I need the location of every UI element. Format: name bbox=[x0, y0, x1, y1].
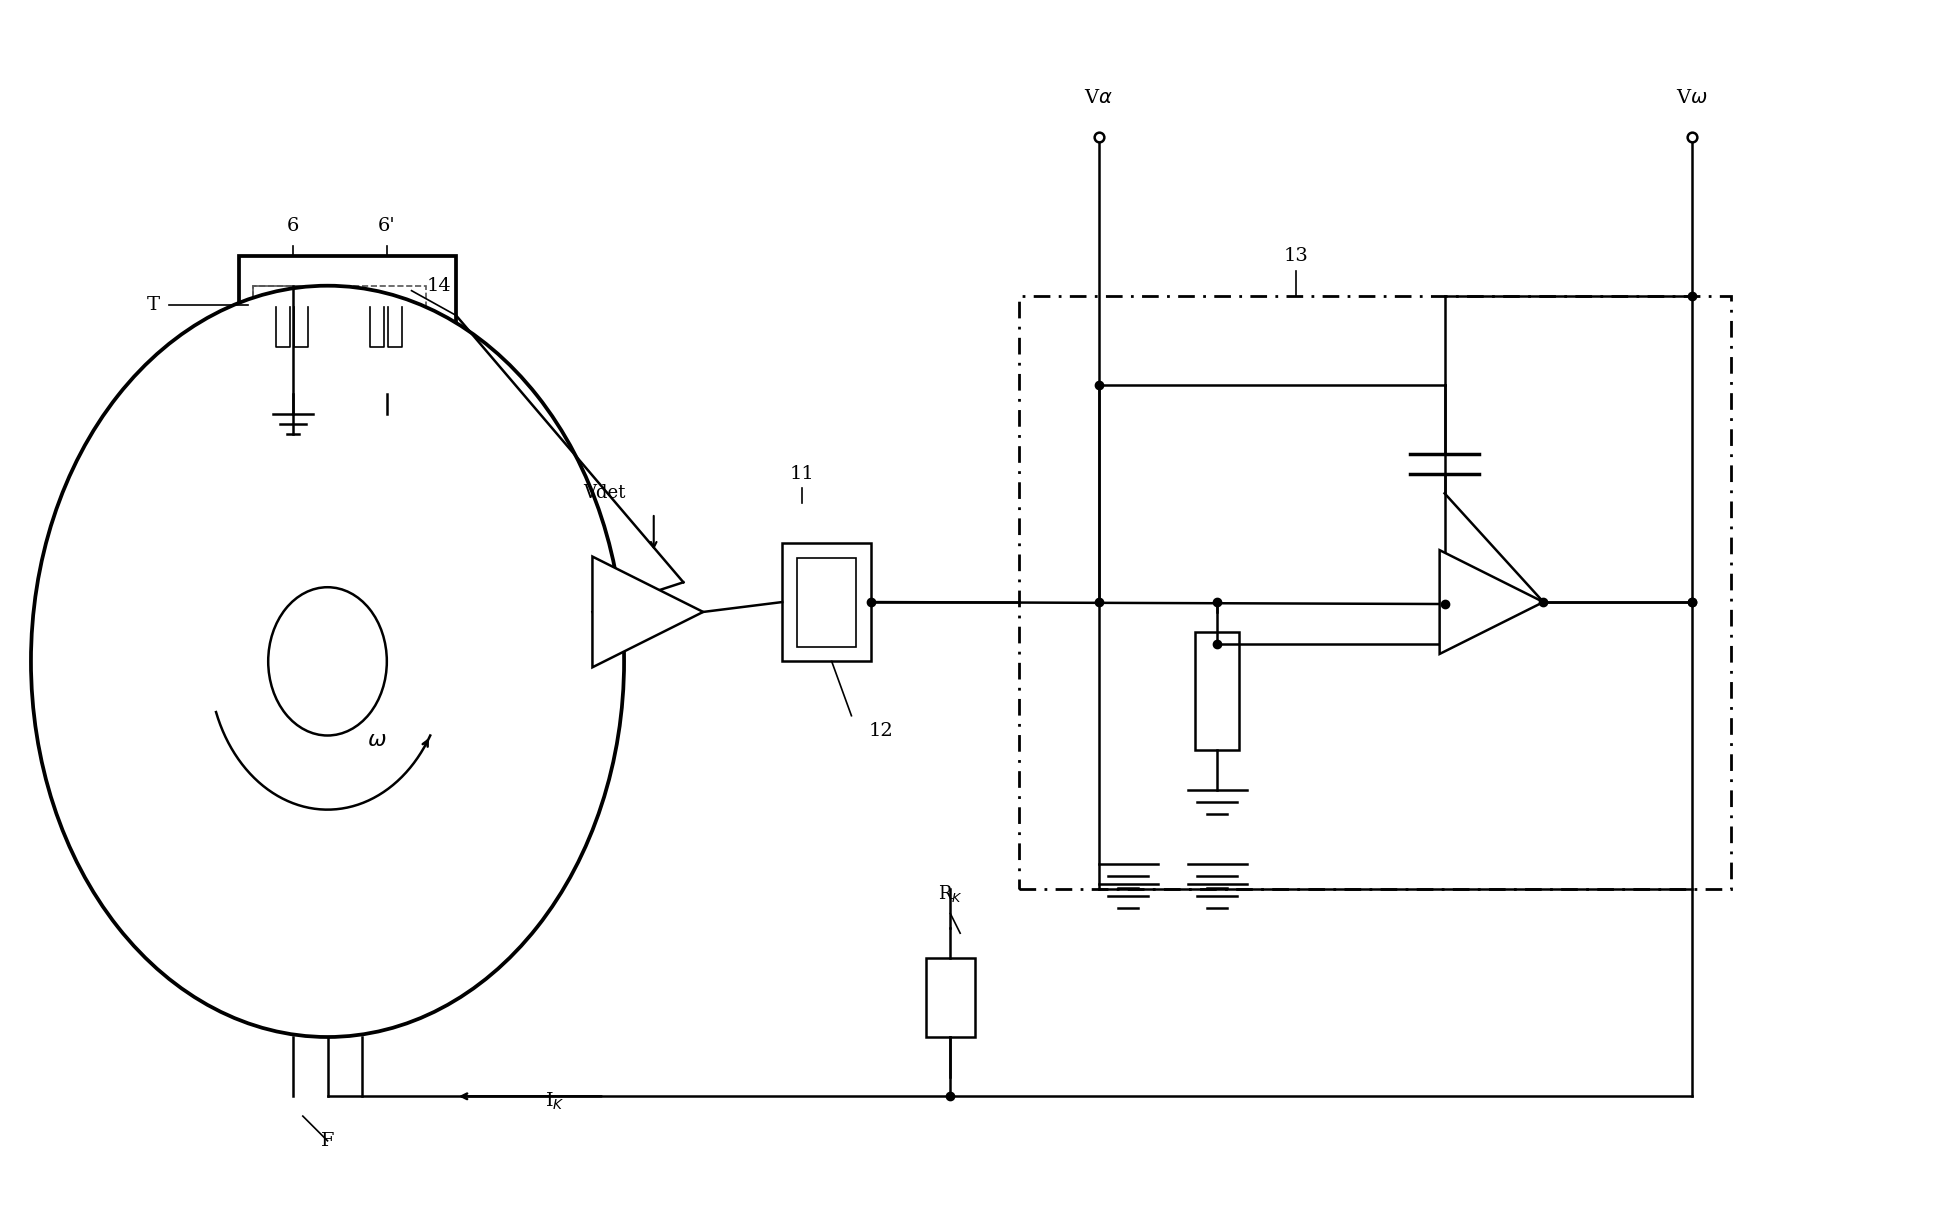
Text: 13: 13 bbox=[1284, 247, 1308, 265]
Text: 14: 14 bbox=[426, 276, 451, 295]
Text: R$_K$: R$_K$ bbox=[937, 884, 962, 904]
Bar bbox=[1195, 631, 1240, 750]
Polygon shape bbox=[593, 556, 703, 668]
Bar bbox=[254, 286, 332, 370]
Bar bbox=[796, 558, 857, 646]
Text: T: T bbox=[146, 297, 160, 314]
Bar bbox=[254, 286, 332, 370]
Text: 6: 6 bbox=[287, 217, 299, 235]
Text: 6': 6' bbox=[379, 217, 396, 235]
Text: V$\omega$: V$\omega$ bbox=[1677, 88, 1708, 107]
Bar bbox=[347, 286, 426, 370]
Text: 12: 12 bbox=[869, 721, 894, 739]
Text: F: F bbox=[320, 1132, 334, 1150]
Text: Vdet: Vdet bbox=[584, 485, 625, 502]
Bar bbox=[783, 543, 871, 662]
Bar bbox=[925, 957, 974, 1037]
Text: 11: 11 bbox=[791, 464, 814, 482]
Text: I$_K$: I$_K$ bbox=[545, 1091, 564, 1111]
Bar bbox=[238, 256, 457, 394]
Text: V$\alpha$: V$\alpha$ bbox=[1083, 88, 1113, 107]
Polygon shape bbox=[1441, 550, 1544, 654]
Ellipse shape bbox=[267, 588, 386, 736]
Text: $\omega$: $\omega$ bbox=[367, 730, 386, 751]
Ellipse shape bbox=[31, 286, 625, 1037]
